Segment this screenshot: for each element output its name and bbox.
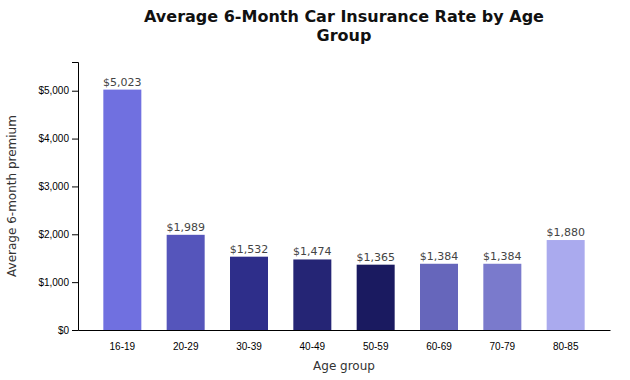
tick: 30-39 — [236, 341, 262, 352]
chart-svg: $0 $1,000 $2,000 $3,000 $4,000 $5,000 16-19 20-… — [0, 0, 630, 380]
bar — [483, 264, 521, 330]
bar — [357, 265, 395, 330]
tick-label: 80-85 — [553, 341, 579, 352]
bars — [103, 90, 584, 330]
tick: $3,000 — [38, 181, 78, 192]
tick-label: 50-59 — [363, 341, 389, 352]
plot-area: $0 $1,000 $2,000 $3,000 $4,000 $5,000 16-19 20-… — [38, 63, 610, 353]
tick-label: 30-39 — [236, 341, 262, 352]
bar — [293, 259, 331, 330]
tick-mark — [72, 139, 78, 140]
tick-label: $2,000 — [38, 229, 69, 240]
tick-label: 40-49 — [300, 341, 326, 352]
y-axis: $0 $1,000 $2,000 $3,000 $4,000 $5,000 — [38, 63, 78, 336]
bar — [420, 264, 458, 330]
data-label: $1,474 — [293, 245, 332, 258]
tick-mark — [72, 330, 78, 331]
data-label: $1,384 — [483, 250, 522, 263]
tick-label: $4,000 — [38, 133, 69, 144]
tick: $1,000 — [38, 277, 78, 288]
tick-label: $5,000 — [38, 85, 69, 96]
tick-label: 16-19 — [110, 341, 136, 352]
tick: 80-85 — [553, 341, 579, 352]
tick: 16-19 — [110, 341, 136, 352]
tick-label: 20-29 — [173, 341, 199, 352]
chart-container: $0 $1,000 $2,000 $3,000 $4,000 $5,000 16-19 20-… — [0, 0, 630, 380]
title: Average 6-Month Car Insurance Rate by Ag… — [144, 7, 544, 45]
x-axis-title: Age group — [313, 359, 375, 373]
tick: $4,000 — [38, 133, 78, 144]
tick: $0 — [58, 325, 78, 336]
data-label: $1,384 — [420, 250, 459, 263]
y-axis-title: Average 6-month premium — [5, 115, 19, 277]
data-label: $1,532 — [230, 243, 269, 256]
bar — [547, 240, 585, 330]
axis-line — [72, 63, 79, 331]
tick-label: 70-79 — [490, 341, 516, 352]
tick: 40-49 — [300, 341, 326, 352]
tick: 70-79 — [490, 341, 516, 352]
tick-mark — [72, 234, 78, 235]
tick: 60-69 — [426, 341, 452, 352]
bar — [167, 235, 205, 330]
data-labels: $5,023 $1,989 $1,532 $1,474 $1,365 $1,384 $1,3… — [103, 76, 585, 264]
tick-mark — [72, 186, 78, 187]
bar — [230, 257, 268, 330]
tick-label: $1,000 — [38, 277, 69, 288]
tick-label: $3,000 — [38, 181, 69, 192]
tick: $2,000 — [38, 229, 78, 240]
tick: $5,000 — [38, 85, 78, 96]
bar — [103, 90, 141, 330]
tick-mark — [72, 91, 78, 92]
data-label: $5,023 — [103, 76, 142, 89]
data-label: $1,365 — [356, 251, 395, 264]
tick-mark — [72, 282, 78, 283]
title-line: Average 6-Month Car Insurance Rate by Ag… — [144, 7, 544, 26]
tick: 50-59 — [363, 341, 389, 352]
tick-label: $0 — [58, 325, 70, 336]
data-label: $1,989 — [166, 221, 205, 234]
data-label: $1,880 — [546, 226, 585, 239]
title-line: Group — [317, 26, 372, 45]
tick: 20-29 — [173, 341, 199, 352]
x-axis: 16-19 20-29 30-39 40-49 50-59 60-69 70-79 80-85 — [79, 331, 611, 353]
tick-label: 60-69 — [426, 341, 452, 352]
axis-line — [79, 330, 611, 331]
